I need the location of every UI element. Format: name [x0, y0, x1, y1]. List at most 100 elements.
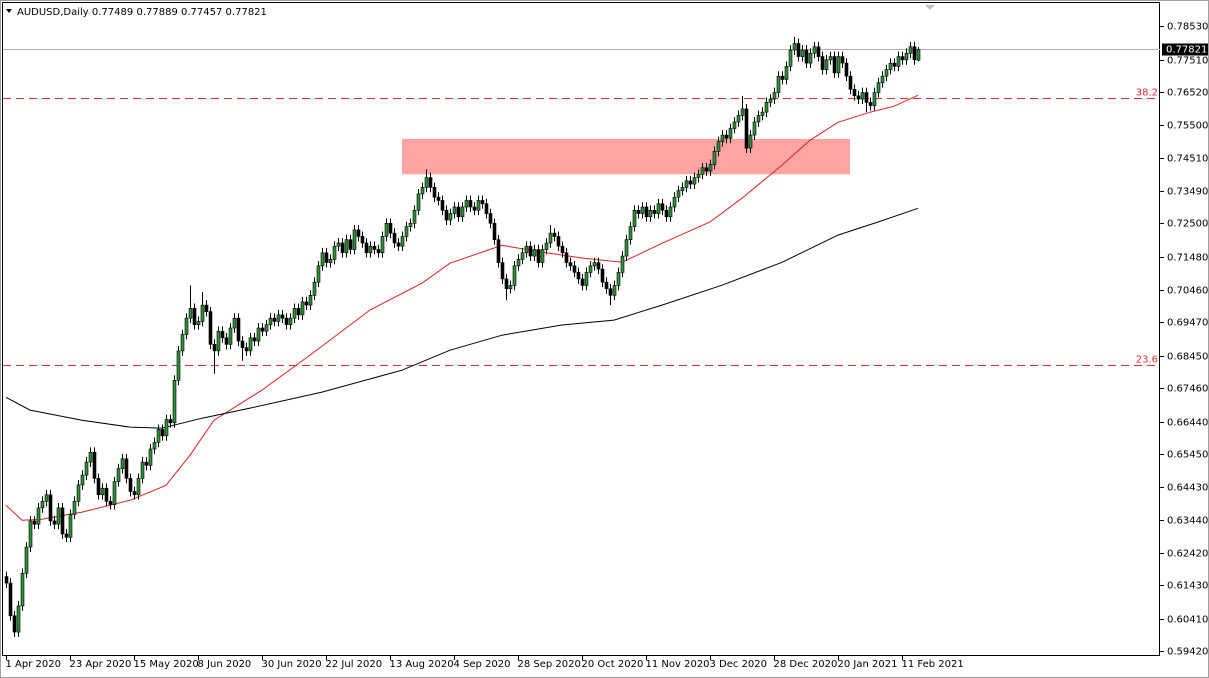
candle-body [508, 285, 513, 290]
candle-body [420, 187, 425, 195]
candle-body [720, 134, 725, 142]
x-tick-label: 13 Aug 2020 [390, 659, 454, 670]
candle-body [756, 115, 761, 123]
candle-body [744, 108, 749, 149]
candle-body [448, 213, 453, 221]
candle-body [728, 128, 733, 139]
candle-body [524, 245, 529, 254]
candle-body [576, 272, 581, 280]
candle-body [16, 605, 21, 633]
candle-body [516, 259, 521, 267]
candle-body [220, 330, 225, 339]
y-tick-label: 0.64430 [1167, 483, 1208, 494]
candle-body [520, 252, 525, 260]
candle-body [796, 43, 801, 57]
candle-body [324, 252, 329, 263]
moving-average [5, 207, 919, 429]
candle-body [400, 236, 405, 247]
candle-body [316, 265, 321, 283]
candle-body [856, 95, 861, 100]
candle-body [836, 56, 841, 74]
candle-body [628, 226, 633, 240]
y-tick-label: 0.62420 [1167, 549, 1208, 560]
candle-body [764, 102, 769, 113]
candle-body [540, 249, 545, 263]
candle-body [488, 213, 493, 224]
candle-body [424, 177, 429, 188]
candle-body [472, 206, 477, 211]
fib-label: 23.6 [1136, 355, 1158, 366]
candle-body [732, 121, 737, 129]
candle-body [412, 209, 417, 224]
x-tick-label: 28 Dec 2020 [774, 659, 838, 670]
x-tick-label: 20 Oct 2020 [582, 659, 644, 670]
last-high: 0.77889 [136, 7, 177, 18]
x-tick-label: 11 Feb 2021 [902, 659, 964, 670]
moving-average [5, 94, 919, 521]
candle-body [484, 203, 489, 214]
candle-body [288, 317, 293, 326]
candle-body [632, 209, 637, 227]
candle-body [432, 187, 437, 198]
candle-body [52, 520, 57, 525]
candle-body [504, 278, 509, 290]
candle-body [92, 451, 97, 479]
candle-body [812, 46, 817, 54]
candle-body [284, 317, 289, 326]
x-tick-label: 20 Jan 2021 [838, 659, 898, 670]
candle-body [768, 98, 773, 103]
candle-body [212, 344, 217, 352]
candle-body [184, 317, 189, 335]
candle-body [204, 304, 209, 312]
candle-body [592, 262, 597, 267]
chart-header: AUDUSD,Daily 0.77489 0.77889 0.77457 0.7… [17, 7, 267, 18]
candle-body [608, 288, 613, 296]
candle-body [36, 507, 41, 525]
x-tick-label: 11 Nov 2020 [646, 659, 710, 670]
candle-body [668, 206, 673, 218]
price-tag [1162, 43, 1208, 56]
candle-body [152, 442, 157, 450]
candle-body [440, 200, 445, 211]
candle-body [664, 209, 669, 218]
candle-body [416, 193, 421, 211]
candle-body [564, 252, 569, 263]
candle-body [624, 239, 629, 257]
candle-body [684, 180, 689, 188]
candle-body [72, 501, 77, 515]
candle-body [360, 236, 365, 244]
candle-body [384, 223, 389, 237]
candle-body [832, 56, 837, 74]
candle-body [308, 294, 313, 306]
candle-body [808, 53, 813, 64]
y-tick-label: 0.77510 [1167, 56, 1208, 67]
candle-body [840, 56, 845, 64]
candle-body [48, 494, 53, 522]
price-tag-label: 0.77821 [1166, 45, 1207, 56]
candle-body [248, 337, 253, 352]
candle-body [380, 236, 385, 254]
candle-body [96, 478, 101, 496]
candle-body [512, 265, 517, 286]
candle-body [112, 481, 117, 505]
candle-body [300, 301, 305, 316]
candle-body [748, 134, 753, 149]
candle-body [332, 245, 337, 260]
candle-body [896, 56, 901, 67]
y-tick-label: 0.74510 [1167, 154, 1208, 165]
candle-body [304, 301, 309, 306]
candle-body [584, 272, 589, 286]
y-tick-label: 0.69470 [1167, 318, 1208, 329]
y-tick-label: 0.63440 [1167, 516, 1208, 527]
candle-body [800, 49, 805, 57]
candle-body [648, 209, 653, 218]
candle-body [736, 115, 741, 123]
candle-body [600, 268, 605, 283]
candle-body [224, 337, 229, 345]
candle-body [460, 206, 465, 218]
candle-body [336, 242, 341, 247]
candle-body [776, 75, 781, 93]
y-tick-label: 0.70460 [1167, 286, 1208, 297]
candle-body [240, 340, 245, 348]
